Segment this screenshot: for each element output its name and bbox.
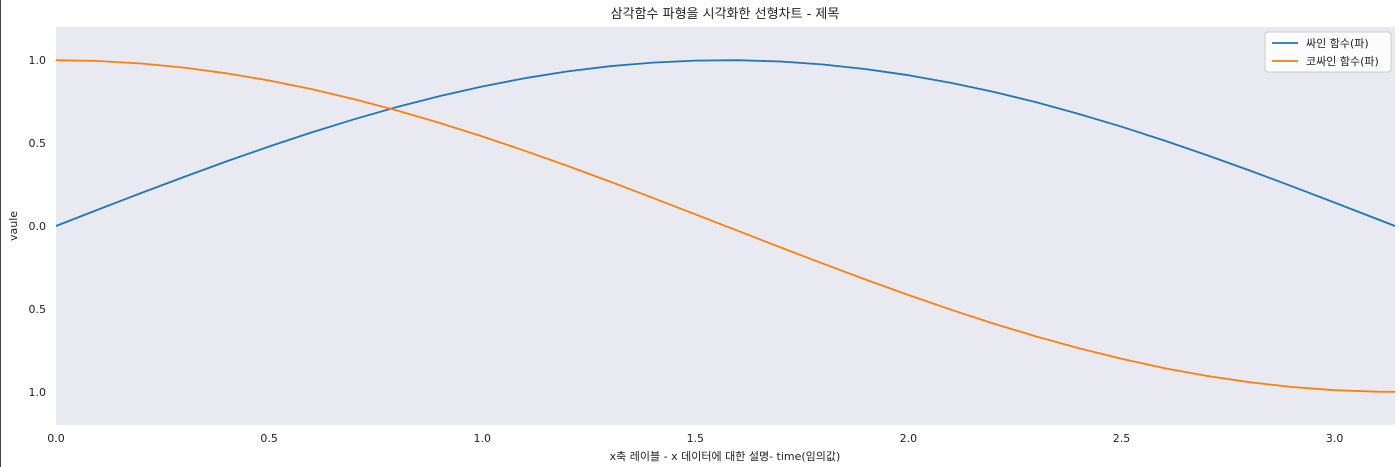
x-tick-label: 3.0 — [1326, 432, 1344, 445]
legend-box — [1264, 31, 1392, 73]
y-tick-label: 1.0 — [29, 54, 47, 67]
y-tick-label: 1.0 — [29, 386, 47, 399]
x-tick-label: 2.5 — [1113, 432, 1131, 445]
legend-label-sine: 싸인 함수(파) — [1306, 37, 1369, 50]
cosine-line — [55, 59, 1396, 393]
x-tick-label: 0.5 — [260, 432, 278, 445]
x-axis-label: x축 레이블 - x 데이터에 대한 설명- time(임의값) — [610, 450, 841, 463]
x-tick-label: 1.5 — [687, 432, 705, 445]
legend-label-cosine: 코싸인 함수(파) — [1306, 55, 1379, 68]
y-tick-label: 0.0 — [29, 220, 47, 233]
y-tick-label: 0.5 — [29, 137, 47, 150]
y-axis-ticks: 1.0 0.5 0.0 0.5 1.0 — [29, 54, 47, 399]
chart-title: 삼각함수 파형을 시각화한 선형차트 - 제목 — [611, 7, 840, 22]
x-tick-label: 1.0 — [473, 432, 491, 445]
legend: 싸인 함수(파) 코싸인 함수(파) — [1264, 31, 1392, 73]
series-lines — [55, 59, 1396, 393]
x-axis-ticks: 0.0 0.5 1.0 1.5 2.0 2.5 3.0 — [47, 432, 1343, 445]
x-tick-label: 0.0 — [47, 432, 65, 445]
y-tick-label: 0.5 — [29, 303, 47, 316]
window-edge-line — [0, 0, 1, 467]
y-axis-label: vaule — [7, 211, 20, 241]
sine-line — [55, 59, 1396, 227]
x-tick-label: 2.0 — [900, 432, 918, 445]
